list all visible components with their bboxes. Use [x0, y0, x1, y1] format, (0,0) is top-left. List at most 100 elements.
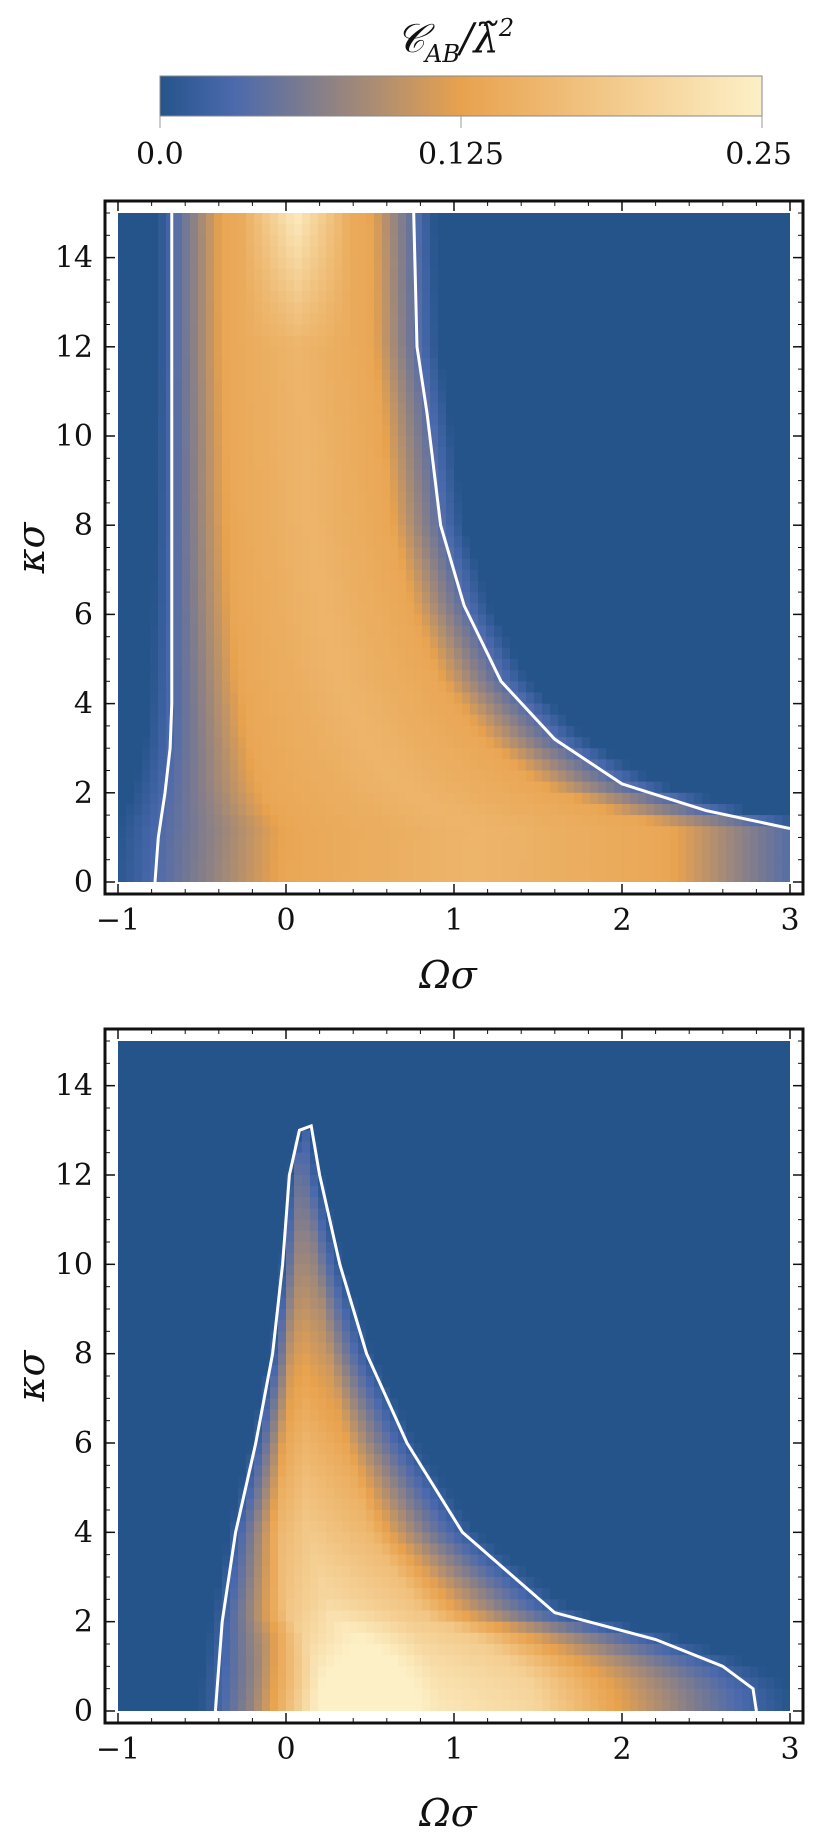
heatmap-cell [782, 447, 790, 459]
heatmap-cell [182, 558, 191, 571]
heatmap-cell [262, 213, 271, 225]
heatmap-cell [270, 659, 279, 671]
heatmap-cell [782, 647, 790, 660]
heatmap-cell [174, 770, 183, 783]
heatmap-cell [278, 781, 287, 794]
heatmap-cell [782, 391, 790, 404]
heatmap-cell [406, 725, 415, 738]
heatmap-cell [734, 514, 743, 526]
heatmap-cell [222, 647, 231, 660]
heatmap-cell [774, 837, 783, 850]
heatmap-cell [398, 580, 407, 593]
heatmap-cell [318, 413, 327, 426]
heatmap-cell [134, 547, 143, 560]
heatmap-cell [742, 826, 751, 838]
heatmap-cell [630, 592, 639, 604]
heatmap-cell [742, 491, 751, 504]
heatmap-cell [318, 458, 327, 471]
heatmap-cell [118, 536, 127, 549]
heatmap-cell [718, 469, 727, 482]
heatmap-cell [598, 213, 607, 225]
heatmap-cell [382, 480, 391, 493]
heatmap-cell [582, 781, 591, 794]
heatmap-cell [694, 803, 703, 816]
heatmap-cell [198, 748, 207, 760]
heatmap-cell [574, 525, 583, 537]
heatmap-cell [166, 759, 175, 772]
heatmap-cell [534, 770, 543, 783]
heatmap-cell [318, 770, 327, 783]
heatmap-cell [614, 848, 623, 861]
heatmap-cell [134, 436, 143, 448]
heatmap-cell [182, 770, 191, 783]
heatmap-cell [622, 469, 631, 482]
heatmap-cell [430, 480, 439, 493]
heatmap-cell [606, 369, 615, 381]
heatmap-cell [654, 436, 663, 448]
heatmap-cell [478, 213, 487, 225]
heatmap-cell [446, 324, 455, 337]
heatmap-cell [454, 569, 463, 582]
heatmap-cell [550, 547, 559, 560]
heatmap-cell [302, 826, 311, 838]
heatmap-cell [254, 670, 263, 682]
heatmap-cell [606, 803, 615, 816]
heatmap-cell [454, 859, 463, 872]
heatmap-cell [350, 235, 359, 248]
heatmap-cell [382, 369, 391, 381]
heatmap-cell [710, 268, 719, 281]
heatmap-cell [670, 246, 679, 259]
heatmap-cell [646, 670, 655, 682]
heatmap-cell [270, 335, 279, 348]
heatmap-cell [238, 213, 247, 225]
heatmap-cell [326, 536, 335, 549]
heatmap-cell [486, 391, 495, 404]
heatmap-cell [510, 279, 519, 292]
heatmap-cell [422, 514, 431, 526]
heatmap-cell [350, 391, 359, 404]
heatmap-cell [686, 525, 695, 537]
heatmap-cell [470, 703, 479, 716]
heatmap-cell [662, 781, 671, 794]
heatmap-cell [118, 703, 127, 716]
heatmap-cell [198, 781, 207, 794]
heatmap-cell [286, 436, 295, 448]
heatmap-cell [294, 257, 303, 270]
heatmap-cell [358, 436, 367, 448]
heatmap-cell [710, 279, 719, 292]
heatmap-cell [190, 703, 199, 716]
heatmap-cell [766, 569, 775, 582]
heatmap-cell [558, 614, 567, 627]
heatmap-cell [758, 313, 767, 326]
heatmap-cell [590, 803, 599, 816]
heatmap-cell [390, 335, 399, 348]
heatmap-cell [334, 815, 343, 827]
heatmap-cell [366, 759, 375, 772]
heatmap-cell [566, 346, 575, 359]
heatmap-cell [358, 357, 367, 370]
heatmap-cell [246, 569, 255, 582]
heatmap-cell [582, 491, 591, 504]
heatmap-cell [174, 458, 183, 471]
heatmap-cell [766, 636, 775, 649]
heatmap-cell [262, 369, 271, 381]
heatmap-cell [190, 480, 199, 493]
heatmap-cell [462, 792, 471, 805]
heatmap-cell [198, 502, 207, 515]
heatmap-cell [350, 335, 359, 348]
heatmap-cell [774, 815, 783, 827]
heatmap-cell [662, 514, 671, 526]
heatmap-cell [550, 569, 559, 582]
heatmap-cell [470, 681, 479, 694]
heatmap-cell [358, 826, 367, 838]
heatmap-cell [406, 781, 415, 794]
heatmap-cell [766, 469, 775, 482]
heatmap-cell [182, 737, 191, 749]
heatmap-cell [782, 525, 790, 537]
heatmap-cell [558, 536, 567, 549]
heatmap-cell [566, 514, 575, 526]
heatmap-cell [670, 235, 679, 248]
heatmap-cell [502, 759, 511, 772]
heatmap-cell [326, 502, 335, 515]
heatmap-cell [774, 525, 783, 537]
